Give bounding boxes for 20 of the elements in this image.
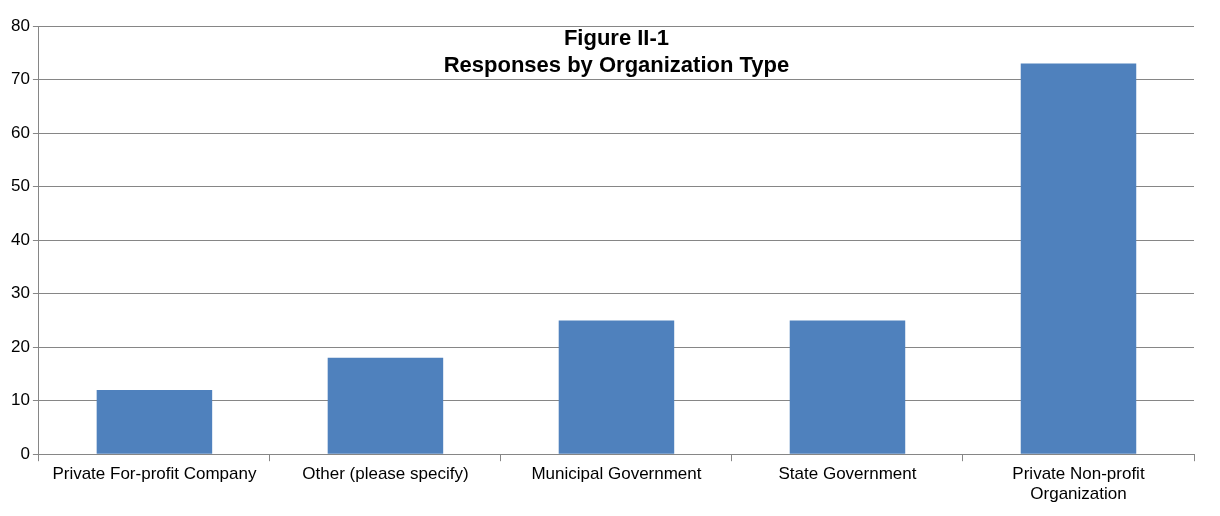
bar — [327, 357, 444, 454]
y-tick-label: 0 — [20, 443, 30, 463]
x-tick-label: Private For-profit Company — [52, 464, 257, 484]
bar — [558, 320, 675, 454]
x-tick-label: Other (please specify) — [302, 464, 469, 484]
y-tick-label: 20 — [10, 336, 30, 356]
y-tick-label: 10 — [10, 390, 30, 410]
x-tick-label: Private Non-profit Organization — [1012, 464, 1145, 504]
x-tick-label: State Government — [778, 464, 917, 484]
y-tick-label: 80 — [10, 15, 30, 35]
y-tick-label: 60 — [10, 122, 30, 142]
text: Figure II-1 Responses by Organization Type — [443, 25, 790, 78]
y-tick-label: 70 — [10, 69, 30, 89]
x-tick-label: Municipal Government — [531, 464, 702, 484]
y-tick-label: 30 — [10, 283, 30, 303]
y-tick-label: 40 — [10, 229, 30, 249]
y-tick-label: 50 — [10, 176, 30, 196]
bar — [1020, 63, 1137, 454]
bar — [96, 389, 213, 454]
bar — [789, 320, 906, 454]
